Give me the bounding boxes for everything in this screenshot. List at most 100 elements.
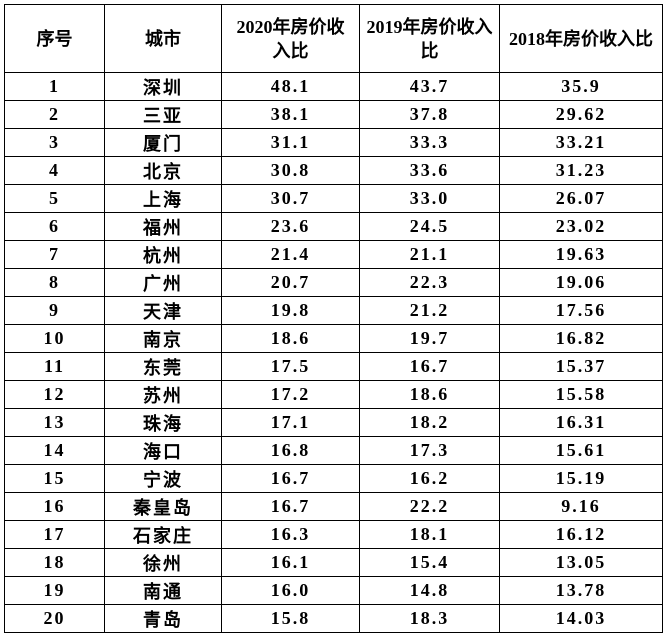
table-cell: 22.2 [359,492,500,521]
table-cell: 16.31 [499,408,663,437]
table-cell: 29.62 [499,100,663,129]
table-cell: 7 [4,240,105,269]
table-cell: 16.8 [221,436,360,465]
table-cell: 21.4 [221,240,360,269]
table-cell: 38.1 [221,100,360,129]
table-cell: 6 [4,212,105,241]
table-cell: 30.7 [221,184,360,213]
table-cell: 18.3 [359,604,500,633]
table-row: 17 石家庄 16.3 18.1 16.12 [4,520,663,549]
table-cell: 17.2 [221,380,360,409]
table-cell: 18.6 [359,380,500,409]
table-cell: 43.7 [359,72,500,101]
table-cell: 南京 [104,324,222,353]
table-cell: 16.2 [359,464,500,493]
table-cell: 12 [4,380,105,409]
table-cell: 16.7 [221,464,360,493]
table-cell: 31.1 [221,128,360,157]
table-cell: 杭州 [104,240,222,269]
table-cell: 19 [4,576,105,605]
table-cell: 26.07 [499,184,663,213]
header-cell: 序号 [4,4,105,73]
table-cell: 广州 [104,268,222,297]
table-cell: 9.16 [499,492,663,521]
table-cell: 15.19 [499,464,663,493]
table-cell: 16.0 [221,576,360,605]
table-cell: 24.5 [359,212,500,241]
table-cell: 18 [4,548,105,577]
table-cell: 19.63 [499,240,663,269]
table-cell: 19.06 [499,268,663,297]
table-row: 13 珠海 17.1 18.2 16.31 [4,408,663,437]
table-cell: 33.0 [359,184,500,213]
table-cell: 东莞 [104,352,222,381]
table-row: 1 深圳 48.1 43.7 35.9 [4,72,663,101]
header-cell: 2018年房价收入比 [499,4,663,73]
table-cell: 珠海 [104,408,222,437]
table-row: 8 广州 20.7 22.3 19.06 [4,268,663,297]
table-cell: 33.21 [499,128,663,157]
table-cell: 19.7 [359,324,500,353]
table-cell: 南通 [104,576,222,605]
data-table: 序号 城市 2020年房价收入比 2019年房价收入比 2018年房价收入比 1 深圳 48… [4,4,663,633]
table-cell: 石家庄 [104,520,222,549]
table-cell: 16.1 [221,548,360,577]
table-body: 1 深圳 48.1 43.7 35.9 2 三亚 38.1 37.8 29.62 3 厦门 31.1 33… [4,72,663,633]
table-cell: 16.7 [221,492,360,521]
table-cell: 13.05 [499,548,663,577]
table-row: 14 海口 16.8 17.3 15.61 [4,436,663,465]
table-cell: 16 [4,492,105,521]
table-row: 10 南京 18.6 19.7 16.82 [4,324,663,353]
table-cell: 17.1 [221,408,360,437]
table-cell: 三亚 [104,100,222,129]
table-cell: 17 [4,520,105,549]
table-cell: 23.6 [221,212,360,241]
table-cell: 33.3 [359,128,500,157]
table-cell: 16.3 [221,520,360,549]
table-cell: 17.56 [499,296,663,325]
table-row: 4 北京 30.8 33.6 31.23 [4,156,663,185]
header-cell: 城市 [104,4,222,73]
table-cell: 厦门 [104,128,222,157]
table-cell: 15 [4,464,105,493]
table-cell: 3 [4,128,105,157]
table-cell: 2 [4,100,105,129]
table-cell: 22.3 [359,268,500,297]
table-cell: 20 [4,604,105,633]
table-cell: 18.6 [221,324,360,353]
table-row: 18 徐州 16.1 15.4 13.05 [4,548,663,577]
table-cell: 16.82 [499,324,663,353]
table-cell: 深圳 [104,72,222,101]
table-cell: 15.8 [221,604,360,633]
table-cell: 21.2 [359,296,500,325]
table-row: 9 天津 19.8 21.2 17.56 [4,296,663,325]
header-cell: 2019年房价收入比 [359,4,500,73]
table-cell: 11 [4,352,105,381]
table-cell: 23.02 [499,212,663,241]
table-row: 15 宁波 16.7 16.2 15.19 [4,464,663,493]
table-row: 3 厦门 31.1 33.3 33.21 [4,128,663,157]
table-row: 2 三亚 38.1 37.8 29.62 [4,100,663,129]
table-cell: 14 [4,436,105,465]
table-cell: 30.8 [221,156,360,185]
table-cell: 9 [4,296,105,325]
table-row: 20 青岛 15.8 18.3 14.03 [4,604,663,633]
table-cell: 31.23 [499,156,663,185]
table-cell: 14.03 [499,604,663,633]
table-cell: 21.1 [359,240,500,269]
table-cell: 48.1 [221,72,360,101]
table-cell: 37.8 [359,100,500,129]
table-cell: 15.4 [359,548,500,577]
table-cell: 18.1 [359,520,500,549]
table-cell: 17.3 [359,436,500,465]
table-cell: 秦皇岛 [104,492,222,521]
table-cell: 13 [4,408,105,437]
table-cell: 宁波 [104,464,222,493]
table-cell: 北京 [104,156,222,185]
table-cell: 8 [4,268,105,297]
table-row: 6 福州 23.6 24.5 23.02 [4,212,663,241]
table-cell: 20.7 [221,268,360,297]
table-cell: 15.58 [499,380,663,409]
table-cell: 4 [4,156,105,185]
header-cell: 2020年房价收入比 [221,4,360,73]
